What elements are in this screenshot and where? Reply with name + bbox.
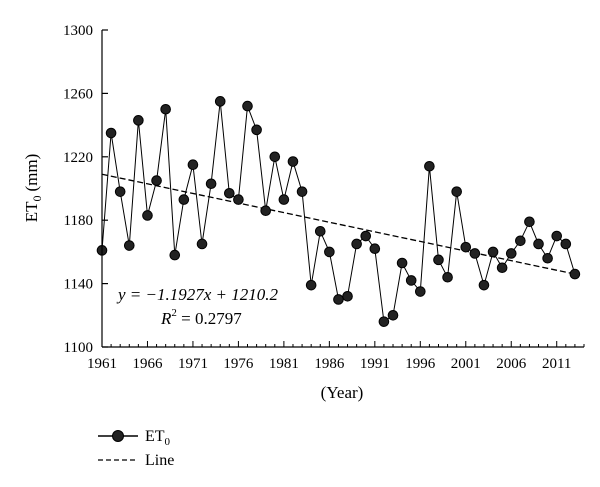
y-tick-label: 1140 bbox=[64, 277, 93, 293]
et0-point bbox=[451, 186, 462, 197]
et0-point bbox=[224, 187, 235, 199]
et0-point bbox=[387, 310, 399, 321]
x-tick-label: 1966 bbox=[132, 356, 163, 372]
et0-point bbox=[487, 246, 499, 258]
et0-point bbox=[114, 186, 126, 197]
x-tick-label: 1996 bbox=[405, 356, 436, 372]
x-tick-label: 2011 bbox=[542, 356, 571, 372]
legend-line-label: Line bbox=[145, 452, 174, 469]
et0-point bbox=[496, 262, 508, 274]
et0-point bbox=[524, 216, 535, 228]
et0-point bbox=[314, 225, 326, 237]
et0-point bbox=[505, 248, 517, 259]
et0-point bbox=[469, 248, 481, 259]
x-tick-label: 2001 bbox=[451, 356, 481, 372]
et0-point bbox=[151, 175, 162, 186]
x-tick-label: 2006 bbox=[496, 356, 527, 372]
et0-point bbox=[551, 230, 563, 242]
x-tick-label: 1991 bbox=[360, 356, 390, 372]
x-tick-label: 1971 bbox=[178, 356, 208, 372]
et0-point bbox=[333, 294, 344, 305]
et0-point bbox=[515, 235, 526, 247]
x-tick-label: 1981 bbox=[269, 356, 299, 372]
y-axis-title-unit: (mm) bbox=[22, 154, 41, 192]
r-squared: R2 = 0.2797 bbox=[160, 307, 242, 328]
legend-item-line: Line bbox=[98, 452, 174, 469]
et0-point bbox=[233, 194, 244, 205]
et0-point bbox=[415, 286, 426, 297]
et0-point bbox=[269, 151, 281, 163]
et0-point bbox=[142, 210, 153, 221]
y-tick-label: 1220 bbox=[63, 150, 93, 166]
x-tick-label: 1961 bbox=[87, 356, 117, 372]
et0-point bbox=[351, 238, 362, 250]
et0-point bbox=[305, 279, 317, 291]
legend-et0-main: ET bbox=[145, 428, 165, 445]
et0-point bbox=[296, 186, 308, 197]
et0-point bbox=[396, 257, 408, 269]
et0-point bbox=[196, 238, 208, 250]
et0-point bbox=[178, 194, 190, 205]
x-axis-title: (Year) bbox=[321, 383, 364, 402]
et0-point bbox=[187, 159, 199, 171]
y-tick-label: 1100 bbox=[64, 340, 93, 356]
legend-et0-label: ET0 bbox=[145, 428, 171, 448]
et0-point bbox=[324, 246, 335, 258]
et0-point bbox=[478, 279, 490, 291]
y-tick-label: 1300 bbox=[63, 23, 93, 39]
et0-point bbox=[369, 243, 381, 255]
legend-et0-marker-icon bbox=[112, 430, 124, 442]
et0-point bbox=[242, 100, 253, 112]
et0-point bbox=[405, 275, 417, 286]
legend: ET0 Line bbox=[98, 428, 174, 469]
et0-point bbox=[442, 271, 453, 283]
x-tick-label: 1986 bbox=[314, 356, 345, 372]
et0-point bbox=[287, 156, 299, 167]
et0-point bbox=[569, 268, 581, 280]
et0-point bbox=[424, 161, 435, 172]
et0-point bbox=[169, 249, 181, 261]
y-axis-title-main: ET bbox=[22, 201, 41, 222]
y-tick-label: 1180 bbox=[64, 213, 93, 229]
et0-point bbox=[542, 252, 553, 264]
et0-point bbox=[460, 241, 472, 253]
legend-item-et0: ET0 bbox=[98, 428, 171, 448]
et0-point bbox=[378, 316, 390, 327]
et0-point bbox=[560, 238, 572, 250]
x-tick-label: 1976 bbox=[223, 356, 254, 372]
legend-et0-sub: 0 bbox=[165, 436, 171, 448]
r-squared-symbol: R bbox=[160, 309, 172, 328]
et0-point bbox=[133, 115, 144, 126]
y-tick-label: 1260 bbox=[63, 86, 93, 102]
et0-point bbox=[160, 103, 171, 115]
et0-point bbox=[123, 240, 135, 251]
et0-point bbox=[278, 194, 290, 205]
et0-point bbox=[433, 254, 444, 266]
et0-point bbox=[533, 238, 544, 250]
et0-point bbox=[205, 178, 217, 190]
y-axis-title: ET0 (mm) bbox=[22, 154, 44, 223]
et0-point bbox=[260, 205, 271, 216]
et0-point bbox=[214, 96, 226, 107]
et0-point bbox=[342, 290, 353, 302]
et0-point bbox=[105, 127, 117, 139]
et0-point bbox=[251, 124, 262, 136]
regression-equation: y = −1.1927x + 1210.2 bbox=[116, 285, 279, 304]
et0-point bbox=[360, 230, 372, 242]
r-squared-exp: 2 bbox=[171, 307, 177, 319]
r-squared-value: = 0.2797 bbox=[177, 309, 242, 328]
y-axis-title-sub: 0 bbox=[30, 196, 44, 202]
